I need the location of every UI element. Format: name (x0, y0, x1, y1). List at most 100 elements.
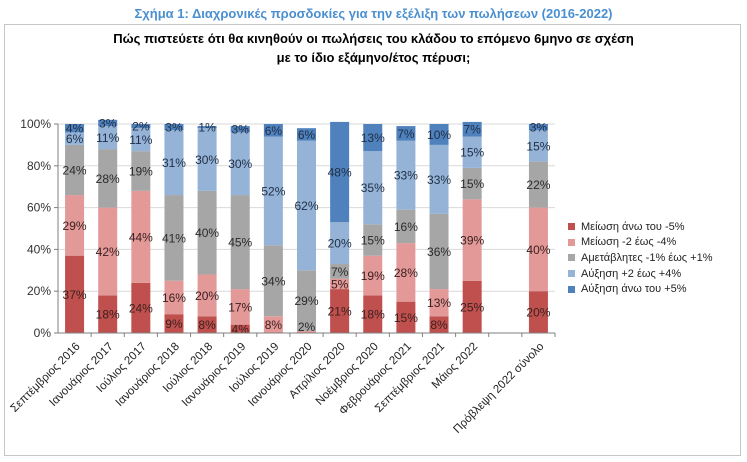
bar-segment-1 (429, 316, 449, 333)
legend-item: Αμετάβλητες -1% έως +1% (568, 250, 712, 266)
bar-segment-3 (164, 195, 184, 281)
data-label: 18% (361, 308, 385, 322)
legend-item: Αύξηση άνω του +5% (568, 281, 712, 297)
data-label: 3% (530, 121, 548, 135)
data-label: 30% (228, 157, 252, 171)
bar-segment-4 (363, 151, 383, 225)
bar-segment-5 (164, 124, 184, 131)
data-label: 30% (195, 153, 219, 167)
bar-segment-5 (363, 124, 383, 152)
legend-swatch (568, 285, 575, 293)
legend-swatch (568, 254, 575, 262)
chart-question: Πώς πιστεύετε ότι θα κινηθούν οι πωλήσει… (0, 29, 747, 67)
bar-segment-3 (98, 149, 118, 208)
data-label: 20% (195, 289, 219, 303)
bar-segment-3 (65, 144, 85, 196)
data-label: 48% (328, 166, 352, 180)
legend-swatch (568, 223, 575, 231)
data-label: 36% (427, 245, 451, 259)
bar-segment-2 (429, 289, 449, 317)
bar-segment-5 (330, 121, 350, 223)
data-label: 7% (463, 123, 481, 137)
legend-item: Μείωση άνω του -5% (568, 219, 712, 235)
data-label: 33% (394, 169, 418, 183)
data-label: 41% (162, 231, 186, 245)
bar-segment-3 (131, 151, 151, 191)
data-label: 15% (361, 233, 385, 247)
data-label: 28% (96, 172, 120, 186)
bar-segment-5 (230, 126, 250, 133)
data-label: 15% (394, 311, 418, 325)
data-label: 44% (129, 230, 153, 244)
data-label: 24% (63, 163, 87, 177)
data-label: 21% (328, 305, 352, 319)
bar-segment-2 (363, 255, 383, 296)
bar-segment-2 (131, 190, 151, 283)
bar-segment-5 (131, 124, 151, 129)
data-label: 13% (361, 131, 385, 145)
y-tick-label: 60% (27, 201, 51, 215)
legend-label: Αύξηση +2 έως +4% (581, 267, 682, 280)
bar-segment-5 (429, 124, 449, 145)
bar-segment-2 (297, 330, 316, 333)
bar-segment-1 (197, 316, 217, 333)
bar-segment-4 (429, 144, 449, 214)
bar-segment-4 (230, 132, 250, 196)
data-label: 8% (198, 318, 216, 332)
question-line-1: Πώς πιστεύετε ότι θα κινηθούν οι πωλήσει… (113, 31, 634, 46)
data-label: 2% (298, 320, 316, 334)
bar-segment-2 (197, 274, 217, 317)
bar-segment-4 (396, 140, 416, 210)
data-label: 11% (129, 133, 152, 147)
bar-segment-2 (263, 316, 283, 333)
data-label: 40% (526, 243, 550, 257)
y-tick-label: 40% (27, 242, 51, 256)
bar-segment-3 (263, 245, 283, 317)
data-label: 2% (132, 120, 150, 134)
legend-label: Μείωση -2 έως -4% (581, 236, 677, 249)
data-label: 40% (195, 226, 219, 240)
data-label: 28% (394, 266, 418, 280)
data-label: 5% (331, 277, 349, 291)
data-label: 22% (526, 178, 550, 192)
data-label: 52% (261, 184, 285, 198)
bar-segment-5 (98, 119, 118, 127)
data-label: 20% (526, 306, 550, 320)
bar-segment-1 (230, 324, 250, 333)
data-label: 16% (162, 291, 186, 305)
bar-segment-1 (164, 314, 184, 333)
bar-segment-2 (330, 278, 350, 290)
data-label: 7% (397, 127, 415, 141)
bar-segment-2 (164, 280, 184, 315)
data-label: 42% (96, 245, 120, 259)
data-label: 15% (460, 146, 484, 160)
data-label: 3% (232, 123, 250, 137)
legend-label: Μείωση άνω του -5% (581, 220, 685, 233)
data-label: 29% (63, 219, 87, 233)
bar-segment-2 (230, 289, 250, 325)
data-label: 1% (198, 121, 216, 135)
bar-segment-1 (528, 291, 548, 333)
figure-title: Σχήμα 1: Διαχρονικές προσδοκίες για την … (134, 6, 613, 21)
bar-segment-5 (462, 121, 482, 137)
bar-segment-2 (65, 195, 85, 256)
bar-segment-3 (429, 213, 449, 290)
bar-segment-5 (65, 124, 85, 133)
data-label: 8% (430, 318, 448, 332)
y-tick-label: 80% (27, 159, 51, 173)
bar-segment-1 (330, 289, 350, 333)
data-label: 19% (129, 165, 153, 179)
data-label: 62% (294, 199, 318, 213)
data-label: 15% (460, 177, 484, 191)
bar-segment-4 (197, 128, 217, 191)
bar-segment-1 (65, 255, 85, 333)
bar-segment-5 (528, 124, 548, 131)
legend-swatch (568, 238, 575, 246)
bar-segment-1 (462, 280, 482, 333)
bar-segment-4 (131, 128, 151, 152)
bar-segment-3 (462, 167, 482, 200)
data-label: 18% (96, 308, 120, 322)
bar-segment-5 (297, 128, 316, 141)
data-label: 24% (129, 301, 153, 315)
